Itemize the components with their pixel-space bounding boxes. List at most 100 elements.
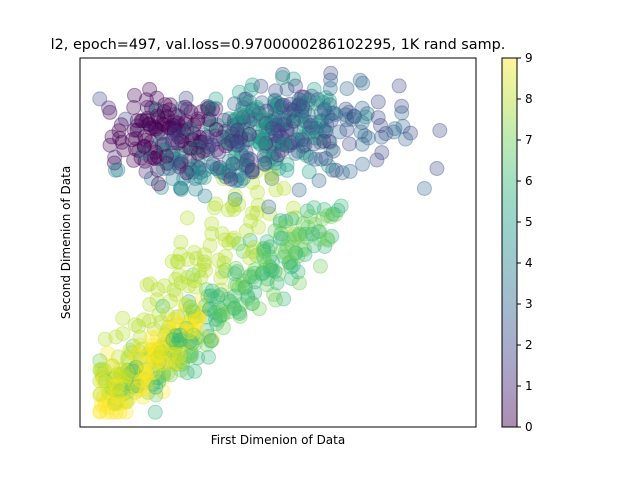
scatter-point — [220, 202, 236, 218]
scatter-point — [303, 209, 318, 225]
scatter-point — [199, 322, 215, 338]
scatter-point — [294, 89, 310, 105]
scatter-point — [167, 353, 183, 369]
scatter-point — [290, 143, 306, 159]
scatter-point — [150, 346, 166, 362]
scatter-point — [94, 361, 110, 377]
scatter-point — [181, 167, 197, 183]
scatter-point — [264, 120, 280, 136]
scatter-point — [190, 350, 206, 366]
scatter-point — [187, 171, 203, 186]
scatter-point — [203, 111, 219, 127]
scatter-point — [148, 379, 164, 395]
scatter-point — [126, 378, 142, 394]
scatter-point — [182, 348, 198, 364]
scatter-point — [173, 275, 189, 291]
scatter-point — [198, 297, 214, 313]
scatter-point — [328, 107, 344, 122]
scatter-point — [260, 242, 276, 258]
scatter-point — [248, 133, 264, 149]
scatter-point — [168, 356, 184, 372]
scatter-point — [160, 331, 176, 346]
scatter-point — [225, 128, 241, 144]
scatter-point — [128, 347, 144, 363]
scatter-point — [148, 359, 164, 375]
scatter-point — [250, 184, 265, 200]
scatter-point — [161, 319, 177, 335]
scatter-point — [297, 247, 313, 263]
scatter-point — [395, 118, 411, 134]
scatter-point — [101, 393, 116, 409]
scatter-point — [308, 95, 324, 111]
scatter-point — [160, 306, 176, 322]
scatter-point — [145, 343, 161, 358]
scatter-point — [237, 279, 253, 295]
scatter-point — [154, 116, 170, 132]
scatter-point — [164, 254, 180, 269]
scatter-point — [316, 102, 332, 118]
scatter-point — [97, 331, 113, 347]
scatter-point — [186, 318, 202, 334]
scatter-point — [283, 121, 299, 137]
scatter-point — [213, 287, 229, 303]
scatter-point — [156, 136, 172, 152]
scatter-point — [249, 119, 264, 135]
scatter-point — [145, 337, 161, 353]
scatter-point — [432, 123, 448, 138]
scatter-point — [260, 271, 275, 287]
scatter-point — [162, 339, 178, 355]
scatter-point — [221, 153, 237, 169]
scatter-point — [352, 72, 368, 88]
scatter-point — [279, 123, 295, 138]
scatter-point — [278, 116, 293, 132]
scatter-point — [268, 128, 284, 144]
scatter-point — [313, 113, 329, 129]
scatter-point — [176, 323, 192, 339]
scatter-point — [177, 138, 193, 153]
scatter-point — [121, 366, 137, 382]
scatter-point — [128, 141, 143, 157]
scatter-point — [133, 372, 149, 388]
scatter-point — [184, 337, 200, 353]
scatter-point — [297, 137, 313, 153]
scatter-point — [284, 211, 300, 227]
scatter-point — [229, 122, 245, 138]
scatter-point — [168, 155, 184, 171]
scatter-point — [92, 404, 108, 420]
scatter-point — [208, 311, 224, 327]
scatter-point — [240, 150, 256, 166]
scatter-point — [122, 376, 138, 392]
scatter-point — [230, 116, 246, 132]
scatter-point — [182, 334, 198, 349]
scatter-point — [271, 109, 287, 125]
scatter-point — [175, 354, 191, 370]
scatter-point — [229, 137, 245, 153]
scatter-point — [124, 368, 140, 384]
scatter-point — [291, 98, 307, 113]
scatter-point — [153, 343, 169, 358]
scatter-point — [227, 288, 243, 304]
scatter-point — [217, 124, 233, 139]
scatter-point — [214, 307, 230, 323]
scatter-point — [214, 226, 230, 242]
scatter-point — [297, 242, 312, 257]
scatter-point — [174, 100, 189, 116]
scatter-point — [314, 113, 330, 129]
scatter-point — [127, 384, 143, 400]
scatter-point — [275, 70, 291, 86]
scatter-point — [182, 140, 198, 156]
scatter-point — [197, 247, 212, 263]
scatter-point — [394, 105, 410, 121]
scatter-point — [249, 163, 264, 179]
scatter-point — [126, 122, 142, 138]
scatter-point — [144, 100, 159, 116]
scatter-point — [201, 112, 217, 128]
scatter-point — [155, 356, 171, 371]
scatter-point — [151, 110, 166, 126]
scatter-point — [104, 379, 119, 395]
scatter-point — [148, 121, 164, 137]
scatter-point — [220, 304, 236, 320]
scatter-point — [170, 115, 186, 131]
scatter-point — [194, 104, 209, 120]
scatter-point — [212, 164, 227, 179]
